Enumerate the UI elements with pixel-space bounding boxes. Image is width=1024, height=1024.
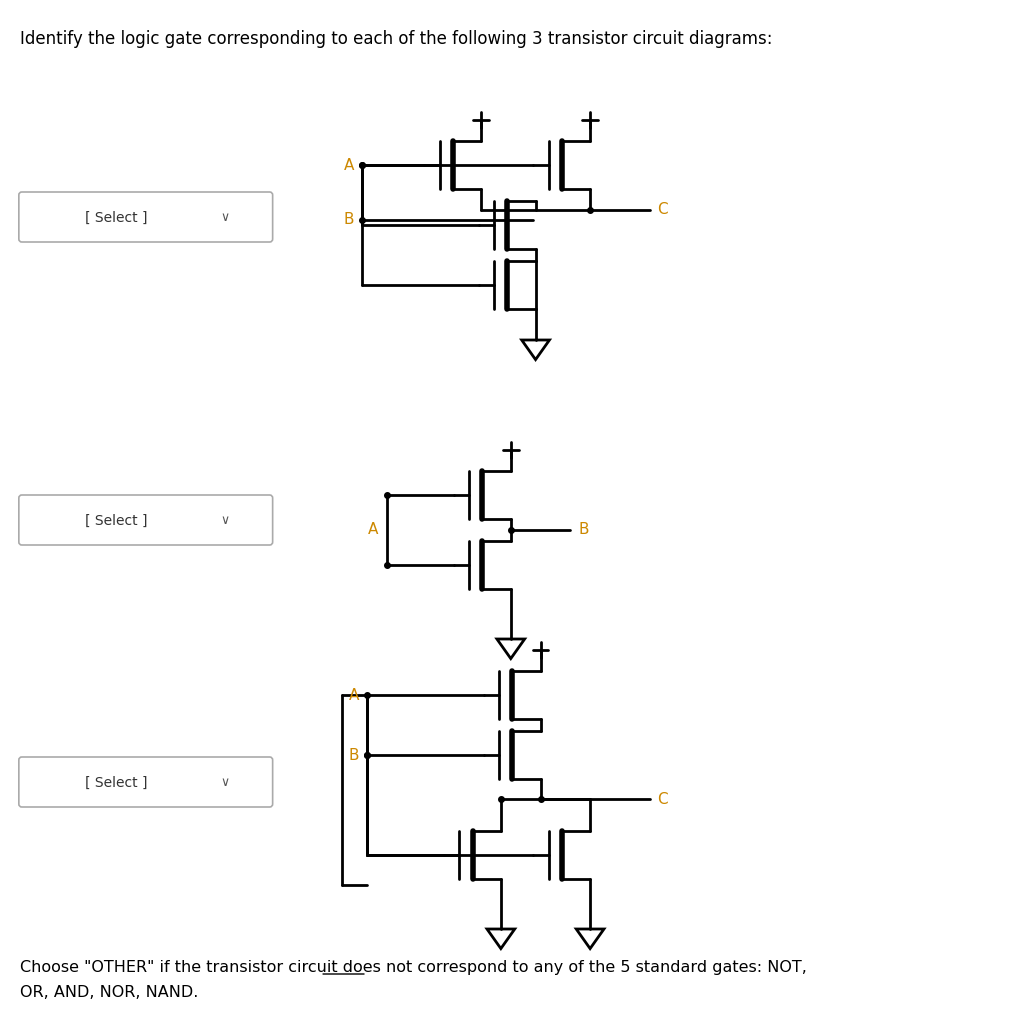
Text: [ Select ]: [ Select ] bbox=[85, 211, 147, 225]
Text: A: A bbox=[344, 158, 354, 172]
Text: ∨: ∨ bbox=[220, 211, 229, 224]
Text: Choose "OTHER" if the transistor circuit does not correspond to any of the 5 sta: Choose "OTHER" if the transistor circuit… bbox=[19, 961, 807, 975]
Text: A: A bbox=[369, 522, 379, 538]
Text: ∨: ∨ bbox=[220, 776, 229, 790]
Text: B: B bbox=[348, 748, 358, 763]
FancyBboxPatch shape bbox=[18, 495, 272, 545]
Text: A: A bbox=[348, 687, 358, 702]
Text: Identify the logic gate corresponding to each of the following 3 transistor circ: Identify the logic gate corresponding to… bbox=[19, 30, 772, 48]
FancyBboxPatch shape bbox=[18, 757, 272, 807]
Text: [ Select ]: [ Select ] bbox=[85, 514, 147, 528]
FancyBboxPatch shape bbox=[18, 193, 272, 242]
Text: C: C bbox=[657, 792, 668, 807]
Text: C: C bbox=[657, 203, 668, 217]
Text: B: B bbox=[343, 213, 354, 227]
Text: B: B bbox=[579, 522, 589, 538]
Text: [ Select ]: [ Select ] bbox=[85, 776, 147, 790]
Text: OR, AND, NOR, NAND.: OR, AND, NOR, NAND. bbox=[19, 985, 199, 1000]
Text: ∨: ∨ bbox=[220, 514, 229, 527]
